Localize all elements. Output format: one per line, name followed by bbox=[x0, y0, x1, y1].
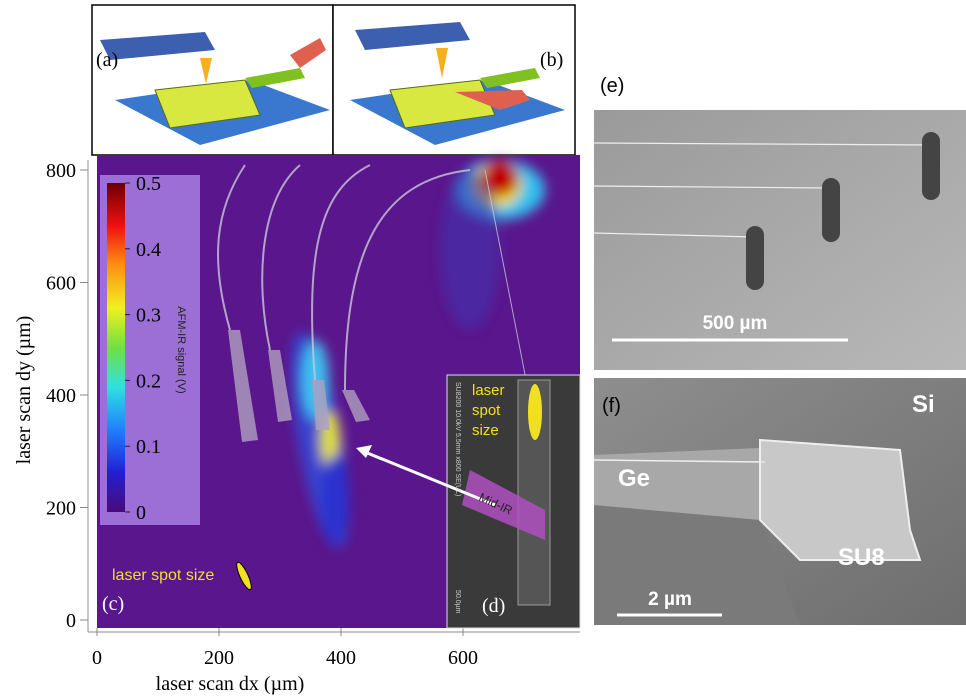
x-tick-label: 200 bbox=[204, 647, 234, 669]
y-tick-label: 600 bbox=[46, 273, 76, 295]
y-tick-label: 0 bbox=[66, 610, 76, 632]
y-tick-label: 800 bbox=[46, 160, 76, 182]
sem-info: SU8200 10.0kV 5.5mm x800 SE(UL) bbox=[454, 382, 461, 496]
panel-f: (f) Ge Si SU8 2 µm bbox=[593, 378, 966, 625]
panel-label: (d) bbox=[482, 595, 505, 617]
spot-ellipse bbox=[236, 561, 252, 591]
colorbar-title: AFM-IR signal (V) bbox=[175, 306, 187, 393]
colorbar-tick-label: 0.4 bbox=[136, 239, 161, 261]
panel-label: (a) bbox=[96, 49, 118, 71]
panel-d: laser spot size Mid-IR SU8200 10.0kV 5.5mm… bbox=[356, 374, 581, 629]
y-tick-label: 200 bbox=[46, 498, 76, 520]
y-tick-label: 400 bbox=[46, 385, 76, 407]
x-tick-label: 400 bbox=[326, 647, 356, 669]
colorbar-tick-label: 0.2 bbox=[136, 370, 161, 392]
panel-label: (b) bbox=[540, 49, 563, 71]
colorbar-tick-label: 0 bbox=[136, 502, 146, 524]
material-label: Ge bbox=[618, 465, 650, 492]
annotation-line: laser bbox=[472, 382, 505, 399]
annotation: laser spot size bbox=[112, 567, 214, 584]
panel-label: (f) bbox=[602, 395, 621, 417]
waveguides bbox=[217, 164, 531, 401]
panel-e: (e) 500 µm bbox=[593, 75, 966, 370]
colorbar-tick-label: 0.5 bbox=[136, 173, 161, 195]
annotation-line: spot bbox=[472, 402, 501, 419]
colorbar bbox=[107, 183, 125, 512]
scale-label: 500 µm bbox=[703, 313, 768, 334]
panel-label: (c) bbox=[102, 593, 124, 615]
colorbar-tick-label: 0.1 bbox=[136, 436, 161, 458]
material-label: Si bbox=[912, 391, 935, 418]
x-tick-label: 0 bbox=[92, 647, 102, 669]
annotation: laser spot size bbox=[472, 382, 505, 439]
x-tick-label: 600 bbox=[448, 647, 478, 669]
panel-a: (a) bbox=[91, 4, 334, 156]
x-axis-title: laser scan dx (µm) bbox=[156, 673, 305, 695]
panel-label: (e) bbox=[600, 75, 624, 97]
panel-b: (b) bbox=[332, 4, 576, 156]
y-axis-title: laser scan dy (µm) bbox=[13, 316, 35, 465]
annotation-line: size bbox=[472, 422, 499, 439]
scale-label: 50.0µm bbox=[454, 590, 461, 614]
material-label: SU8 bbox=[838, 544, 885, 571]
scale-label: 2 µm bbox=[648, 589, 692, 610]
colorbar-tick-label: 0.3 bbox=[136, 305, 161, 327]
